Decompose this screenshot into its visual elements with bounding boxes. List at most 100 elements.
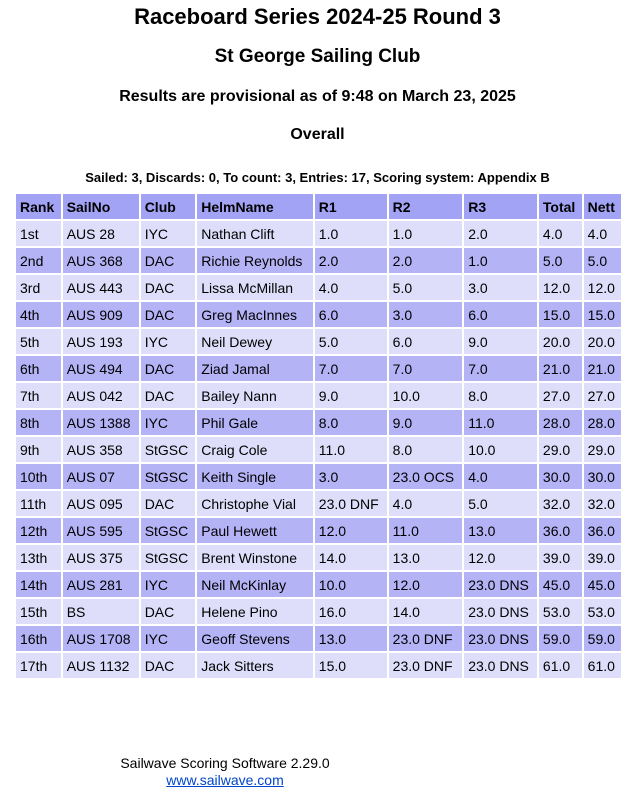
cell: 7.0 bbox=[388, 356, 463, 381]
result-row: 13th AUS 375 StGSC Brent Winstone 14.0 13.0 12… bbox=[16, 545, 621, 570]
result-row: 17th AUS 1132 DAC Jack Sitters 15.0 23.0 DNF 2… bbox=[16, 653, 621, 678]
club-name: St George Sailing Club bbox=[214, 46, 421, 67]
cell: DAC bbox=[140, 275, 196, 300]
cell: StGSC bbox=[140, 518, 196, 543]
result-row: 8th AUS 1388 IYC Phil Gale 8.0 9.0 11.0 28.0 28.… bbox=[16, 410, 621, 435]
cell: Neil McKinlay bbox=[197, 572, 313, 597]
cell: 17th bbox=[16, 653, 61, 678]
cell: AUS 28 bbox=[62, 221, 139, 246]
cell: 10.0 bbox=[464, 437, 537, 462]
cell: 53.0 bbox=[538, 599, 582, 624]
cell: 15.0 bbox=[314, 653, 387, 678]
result-row: 11th AUS 095 DAC Christophe Vial 23.0 DNF 4.0… bbox=[16, 491, 621, 516]
cell: AUS 042 bbox=[62, 383, 139, 408]
cell: Phil Gale bbox=[197, 410, 313, 435]
cell: Brent Winstone bbox=[197, 545, 313, 570]
cell: AUS 909 bbox=[62, 302, 139, 327]
cell: 61.0 bbox=[538, 653, 582, 678]
cell: AUS 375 bbox=[62, 545, 139, 570]
cell: Ziad Jamal bbox=[197, 356, 313, 381]
cell: 4.0 bbox=[583, 221, 621, 246]
cell: 15.0 bbox=[538, 302, 582, 327]
cell: DAC bbox=[140, 653, 196, 678]
cell: 39.0 bbox=[583, 545, 621, 570]
cell: DAC bbox=[140, 491, 196, 516]
cell: 3rd bbox=[16, 275, 61, 300]
cell: 6.0 bbox=[464, 302, 537, 327]
cell: 13.0 bbox=[464, 518, 537, 543]
cell: 59.0 bbox=[583, 626, 621, 651]
result-row: 4th AUS 909 DAC Greg MacInnes 6.0 3.0 6.0 15.0 1… bbox=[16, 302, 621, 327]
cell: 1.0 bbox=[388, 221, 463, 246]
cell: IYC bbox=[140, 410, 196, 435]
cell: 4th bbox=[16, 302, 61, 327]
cell: 1.0 bbox=[464, 248, 537, 273]
cell: 13.0 bbox=[314, 626, 387, 651]
cell: Paul Hewett bbox=[197, 518, 313, 543]
cell: 4.0 bbox=[314, 275, 387, 300]
cell: 8th bbox=[16, 410, 61, 435]
result-row: 9th AUS 358 StGSC Craig Cole 11.0 8.0 10.0 29.0… bbox=[16, 437, 621, 462]
cell: 45.0 bbox=[583, 572, 621, 597]
cell: 1.0 bbox=[314, 221, 387, 246]
cell: AUS 1388 bbox=[62, 410, 139, 435]
cell: 21.0 bbox=[583, 356, 621, 381]
cell: 23.0 DNS bbox=[464, 572, 537, 597]
cell: AUS 1708 bbox=[62, 626, 139, 651]
cell: 12th bbox=[16, 518, 61, 543]
result-row: 15th BS DAC Helene Pino 16.0 14.0 23.0 DNS 53.0… bbox=[16, 599, 621, 624]
status: Results are provisional as of 9:48 on Ma… bbox=[119, 88, 516, 105]
cell: 13th bbox=[16, 545, 61, 570]
cell: DAC bbox=[140, 302, 196, 327]
cell: 32.0 bbox=[538, 491, 582, 516]
result-row: 5th AUS 193 IYC Neil Dewey 5.0 6.0 9.0 20.0 20.0 bbox=[16, 329, 621, 354]
cell: 23.0 DNF bbox=[388, 626, 463, 651]
cell: 23.0 OCS bbox=[388, 464, 463, 489]
cell: AUS 443 bbox=[62, 275, 139, 300]
result-row: 2nd AUS 368 DAC Richie Reynolds 2.0 2.0 1.0 5.0… bbox=[16, 248, 621, 273]
cell: 21.0 bbox=[538, 356, 582, 381]
results-table: Rank SailNo Club HelmName R1 R2 R3 Total Nett 1s… bbox=[14, 192, 623, 680]
header-row: Rank SailNo Club HelmName R1 R2 R3 Total Nett bbox=[16, 194, 621, 219]
cell: 23.0 DNS bbox=[464, 626, 537, 651]
cell: 14.0 bbox=[314, 545, 387, 570]
cell: AUS 193 bbox=[62, 329, 139, 354]
column-header: Club bbox=[140, 194, 196, 219]
cell: 36.0 bbox=[538, 518, 582, 543]
cell: 7th bbox=[16, 383, 61, 408]
cell: 3.0 bbox=[388, 302, 463, 327]
cell: AUS 358 bbox=[62, 437, 139, 462]
cell: 13.0 bbox=[388, 545, 463, 570]
footer: Sailwave Scoring Software 2.29.0 www.sai… bbox=[0, 755, 450, 789]
cell: 29.0 bbox=[538, 437, 582, 462]
cell: 30.0 bbox=[538, 464, 582, 489]
result-row: 10th AUS 07 StGSC Keith Single 3.0 23.0 OCS 4.… bbox=[16, 464, 621, 489]
cell: 9.0 bbox=[388, 410, 463, 435]
cell: 39.0 bbox=[538, 545, 582, 570]
result-row: 12th AUS 595 StGSC Paul Hewett 12.0 11.0 13.0 3… bbox=[16, 518, 621, 543]
cell: 61.0 bbox=[583, 653, 621, 678]
cell: 1st bbox=[16, 221, 61, 246]
title: Raceboard Series 2024-25 Round 3 bbox=[134, 4, 501, 29]
cell: Keith Single bbox=[197, 464, 313, 489]
result-row: 7th AUS 042 DAC Bailey Nann 9.0 10.0 8.0 27.0 27… bbox=[16, 383, 621, 408]
cell: 12.0 bbox=[583, 275, 621, 300]
cell: 6.0 bbox=[314, 302, 387, 327]
cell: DAC bbox=[140, 356, 196, 381]
website-link[interactable]: www.sailwave.com bbox=[166, 772, 284, 788]
cell: 5.0 bbox=[583, 248, 621, 273]
cell: 16th bbox=[16, 626, 61, 651]
cell: 11.0 bbox=[388, 518, 463, 543]
cell: 8.0 bbox=[388, 437, 463, 462]
cell: 12.0 bbox=[388, 572, 463, 597]
cell: 5.0 bbox=[538, 248, 582, 273]
cell: 11th bbox=[16, 491, 61, 516]
cell: DAC bbox=[140, 383, 196, 408]
cell: 15th bbox=[16, 599, 61, 624]
result-row: 1st AUS 28 IYC Nathan Clift 1.0 1.0 2.0 4.0 4.0 bbox=[16, 221, 621, 246]
result-row: 16th AUS 1708 IYC Geoff Stevens 13.0 23.0 DNF… bbox=[16, 626, 621, 651]
column-header: SailNo bbox=[62, 194, 139, 219]
cell: DAC bbox=[140, 599, 196, 624]
cell: Christophe Vial bbox=[197, 491, 313, 516]
cell: 9th bbox=[16, 437, 61, 462]
